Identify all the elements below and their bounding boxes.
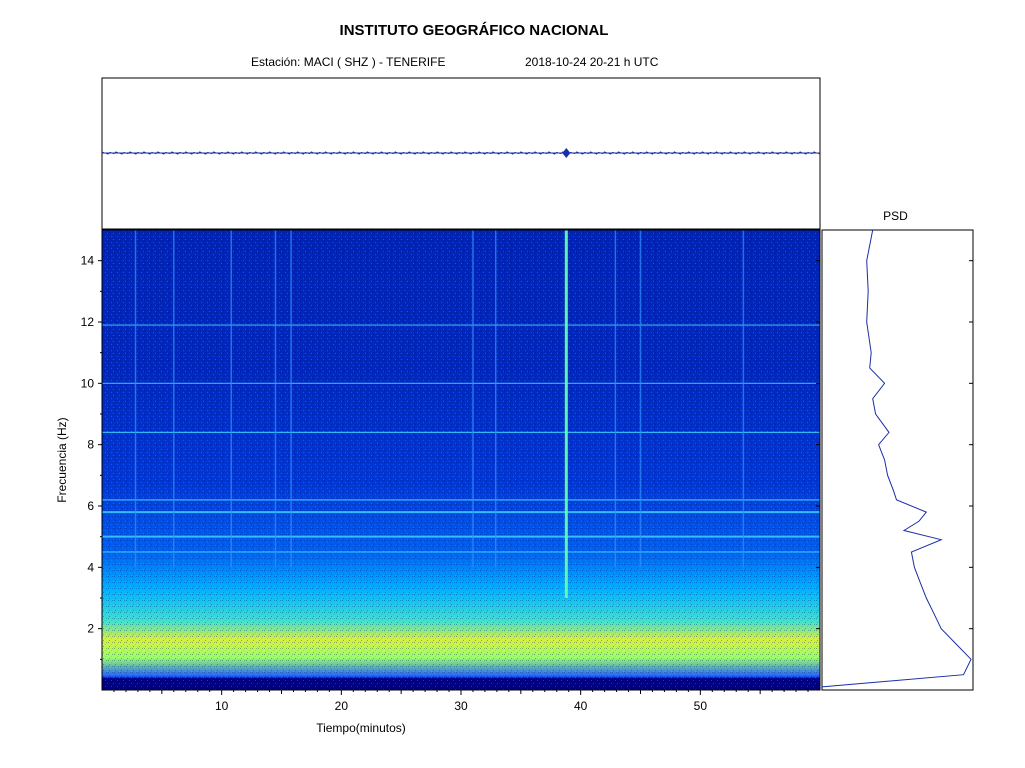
- y-tick-label: 14: [81, 254, 95, 268]
- x-tick-label: 40: [574, 699, 588, 713]
- y-tick-label: 8: [87, 438, 94, 452]
- psd-frame: [821, 229, 974, 691]
- y-tick-label: 4: [87, 560, 94, 574]
- spectrogram-noise: [102, 230, 820, 690]
- y-axis-label: Frecuencia (Hz): [55, 417, 69, 502]
- psd-title: PSD: [883, 209, 908, 223]
- psd-curve: [821, 229, 972, 688]
- spectrogram-panel: 2 4 6 8 10 12 14 10 20 30 40 50 Tiempo(minutos) Frecu…: [55, 229, 821, 735]
- figure-title: INSTITUTO GEOGRÁFICO NACIONAL: [339, 22, 609, 39]
- x-tick-label: 10: [215, 699, 229, 713]
- x-tick-label: 20: [335, 699, 349, 713]
- seismogram-panel: [101, 77, 821, 230]
- psd-panel: PSD: [821, 209, 974, 691]
- x-tick-label: 50: [694, 699, 708, 713]
- y-tick-label: 10: [81, 376, 95, 390]
- x-tick-label: 30: [454, 699, 468, 713]
- x-axis-label: Tiempo(minutos): [316, 721, 406, 735]
- y-tick-label: 6: [87, 499, 94, 513]
- datetime-label: 2018-10-24 20-21 h UTC: [525, 55, 659, 69]
- y-tick-label: 2: [87, 622, 94, 636]
- seismogram-event: [562, 148, 571, 158]
- station-label: Estación: MACI ( SHZ ) - TENERIFE: [251, 55, 446, 69]
- y-tick-label: 12: [81, 315, 95, 329]
- seismogram-noise: [101, 151, 821, 155]
